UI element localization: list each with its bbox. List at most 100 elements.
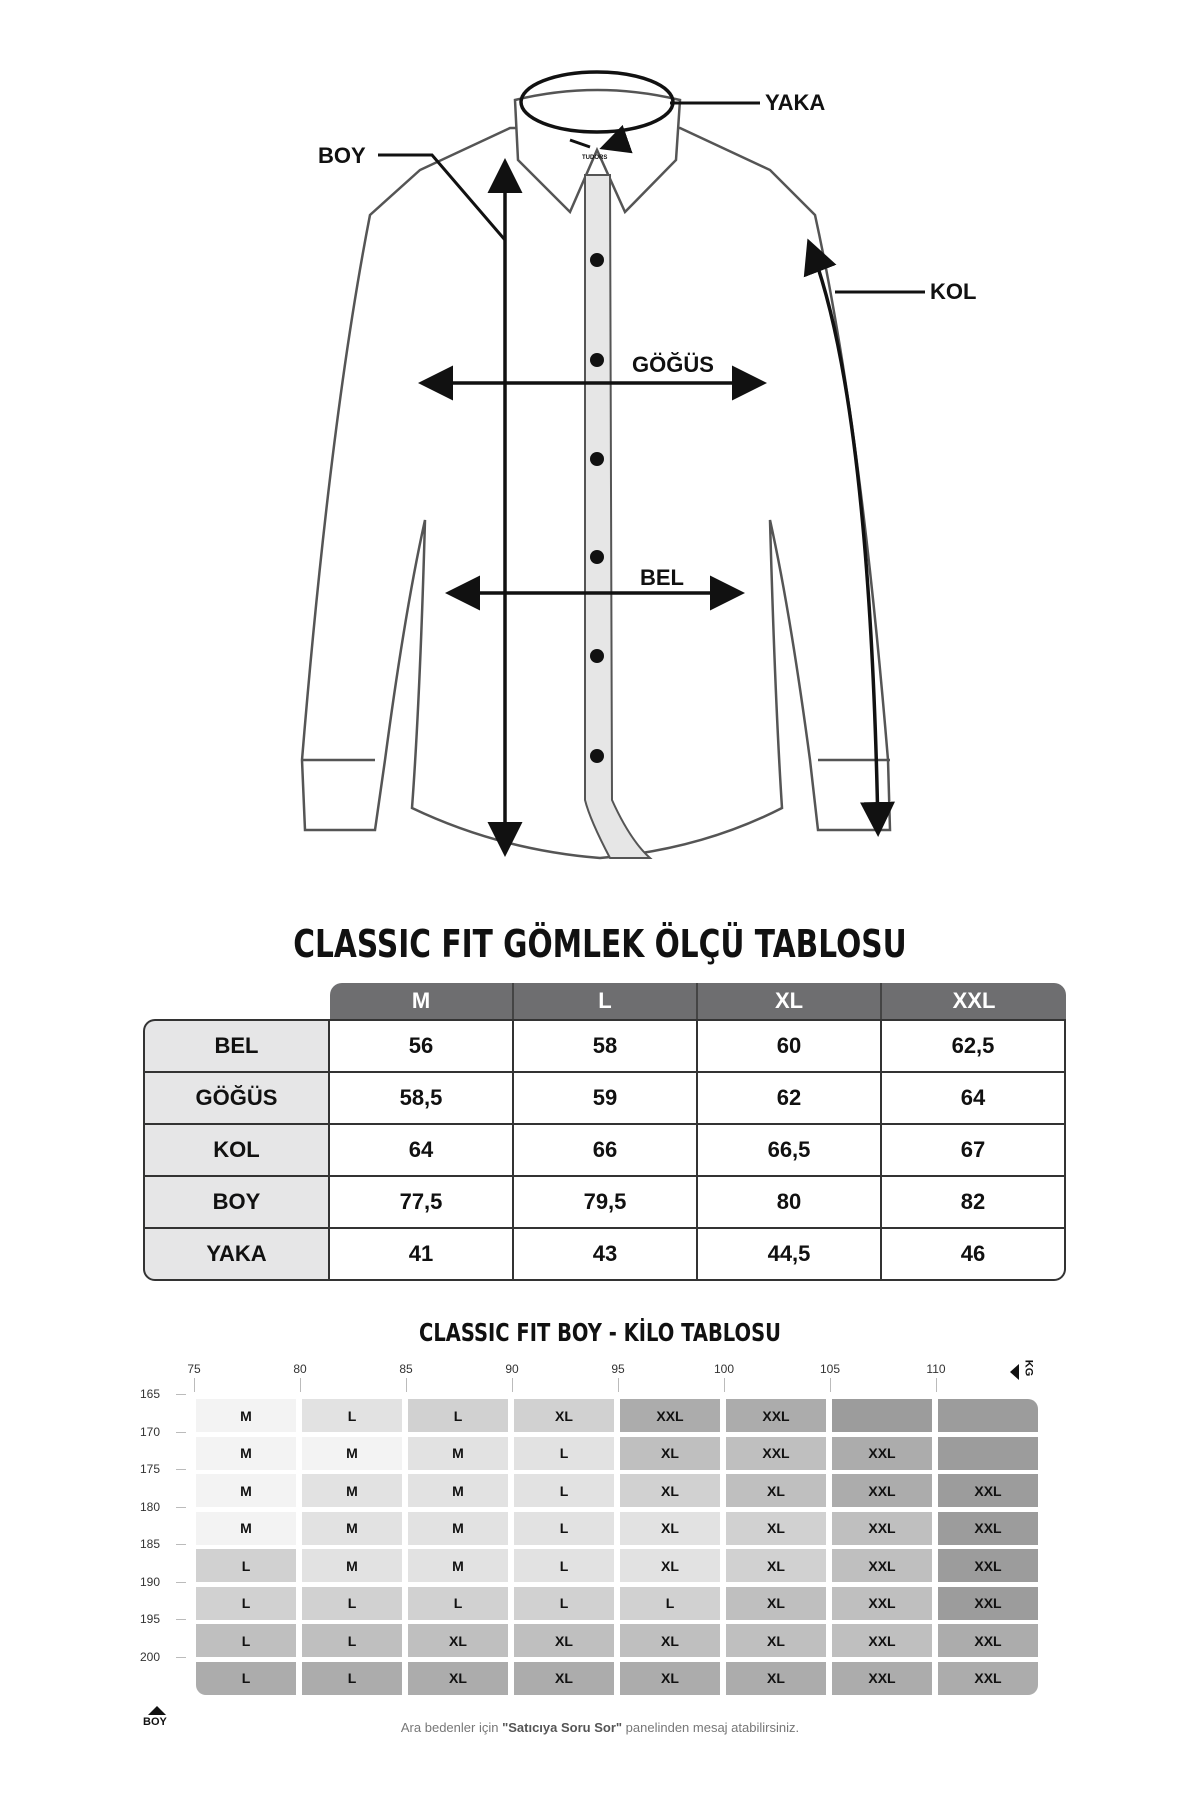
row-label: YAKA xyxy=(143,1227,330,1281)
size-value: 56 xyxy=(330,1019,514,1071)
size-cell: XXL xyxy=(832,1511,932,1545)
col-header: XXL xyxy=(882,983,1066,1019)
size-cell: XXL xyxy=(938,1474,1038,1507)
size-cell: XL xyxy=(726,1624,826,1657)
size-cell: XL xyxy=(726,1549,826,1582)
row-label: BEL xyxy=(143,1019,330,1071)
height-tick-label: 190 xyxy=(140,1574,161,1589)
kg-tick xyxy=(300,1378,301,1392)
size-cell: XL xyxy=(514,1624,614,1657)
size-value: 62 xyxy=(698,1071,882,1123)
size-cell: M xyxy=(408,1511,508,1545)
size-value: 46 xyxy=(882,1227,1066,1281)
kg-tick-label: 95 xyxy=(611,1362,625,1376)
size-cell: XL xyxy=(620,1549,720,1582)
size-cell: XL xyxy=(514,1399,614,1432)
height-tick xyxy=(176,1581,186,1583)
size-cell: L xyxy=(196,1624,296,1657)
size-value: 64 xyxy=(330,1123,514,1175)
size-table-header: M L XL XXL xyxy=(143,983,1066,1019)
size-cell xyxy=(938,1436,1038,1470)
kg-tick-label: 100 xyxy=(713,1362,735,1376)
height-tick xyxy=(176,1394,186,1395)
shirt-diagram xyxy=(300,70,925,860)
size-value: 82 xyxy=(882,1175,1066,1227)
height-tick-label: 185 xyxy=(140,1537,161,1551)
size-value: 66 xyxy=(514,1123,698,1175)
size-cell xyxy=(832,1399,932,1432)
size-cell: M xyxy=(408,1474,508,1507)
size-cell: M xyxy=(196,1511,296,1545)
size-table-row: YAKA 41 43 44,5 46 xyxy=(143,1227,1066,1281)
size-cell: L xyxy=(408,1399,508,1432)
size-cell: L xyxy=(514,1511,614,1545)
size-cell: M xyxy=(196,1474,296,1507)
size-cell: XL xyxy=(620,1624,720,1657)
size-cell: M xyxy=(302,1436,402,1470)
size-cell: L xyxy=(514,1549,614,1582)
size-cell: M xyxy=(196,1436,296,1470)
kg-tick-label: 90 xyxy=(505,1362,519,1376)
size-table-row: BOY 77,5 79,5 80 82 xyxy=(143,1175,1066,1227)
footnote-link-text: "Satıcıya Soru Sor" xyxy=(502,1720,623,1735)
size-value: 67 xyxy=(882,1123,1066,1175)
size-cell: XXL xyxy=(832,1474,932,1507)
size-value: 77,5 xyxy=(330,1175,514,1227)
size-cell: XXL xyxy=(832,1586,932,1620)
height-tick xyxy=(176,1656,186,1658)
size-value: 79,5 xyxy=(514,1175,698,1227)
height-tick-label: 180 xyxy=(140,1499,161,1514)
size-cell: XL xyxy=(726,1511,826,1545)
height-tick-label: 200 xyxy=(140,1649,161,1664)
size-value: 80 xyxy=(698,1175,882,1227)
row-label: GÖĞÜS xyxy=(143,1071,330,1123)
kg-tick xyxy=(512,1378,513,1392)
size-cell: XL xyxy=(620,1661,720,1695)
size-table-row: GÖĞÜS 58,5 59 62 64 xyxy=(143,1071,1066,1123)
size-cell: L xyxy=(620,1586,720,1620)
height-tick xyxy=(176,1506,186,1508)
col-header: M xyxy=(330,983,514,1019)
size-cell: XL xyxy=(408,1661,508,1695)
height-tick-label: 170 xyxy=(140,1424,161,1439)
size-cell: XXL xyxy=(726,1399,826,1432)
height-tick-label: 165 xyxy=(140,1387,161,1401)
height-tick xyxy=(176,1431,186,1433)
boy-axis-label: BOY xyxy=(143,1716,167,1728)
col-header: XL xyxy=(698,983,882,1019)
kg-tick-label: 105 xyxy=(819,1362,841,1376)
kg-tick-label: 110 xyxy=(926,1362,946,1376)
label-bel: BEL xyxy=(640,565,684,590)
size-cell: XXL xyxy=(938,1586,1038,1620)
buttons xyxy=(590,253,604,763)
size-cell: L xyxy=(302,1661,402,1695)
size-cell: L xyxy=(196,1586,296,1620)
size-table-row: BEL 56 58 60 62,5 xyxy=(143,1019,1066,1071)
boy-arrow-icon xyxy=(148,1706,166,1715)
kg-tick xyxy=(830,1378,831,1392)
kg-arrow-icon xyxy=(1010,1364,1019,1380)
brand-logo: TUDORS xyxy=(582,155,608,161)
size-cell: L xyxy=(408,1586,508,1620)
size-cell: XL xyxy=(408,1624,508,1657)
label-kol: KOL xyxy=(930,279,977,304)
size-value: 58,5 xyxy=(330,1071,514,1123)
col-header: L xyxy=(514,983,698,1019)
footnote-text: panelinden mesaj atabilirsiniz. xyxy=(622,1720,800,1735)
kg-tick xyxy=(194,1378,195,1392)
size-cell: XL xyxy=(726,1661,826,1695)
height-weight-title: CLASSIC FIT BOY - KİLO TABLOSU xyxy=(419,1318,781,1347)
size-cell: XXL xyxy=(620,1399,720,1432)
size-cell: L xyxy=(514,1436,614,1470)
footnote: Ara bedenler için "Satıcıya Soru Sor" pa… xyxy=(0,1720,1200,1735)
size-cell: L xyxy=(302,1586,402,1620)
size-table: M L XL XXL BEL 56 58 60 62,5 GÖĞÜS 58,5 59 62 64 K… xyxy=(143,983,1066,1281)
size-cell: M xyxy=(196,1399,296,1432)
size-cell xyxy=(938,1399,1038,1432)
footnote-text: Ara bedenler için xyxy=(400,1720,503,1735)
height-tick-label: 175 xyxy=(140,1462,161,1476)
size-value: 66,5 xyxy=(698,1123,882,1175)
kg-tick-label: 75 xyxy=(187,1362,201,1376)
kg-axis-label: KG xyxy=(1022,1359,1035,1377)
size-value: 41 xyxy=(330,1227,514,1281)
